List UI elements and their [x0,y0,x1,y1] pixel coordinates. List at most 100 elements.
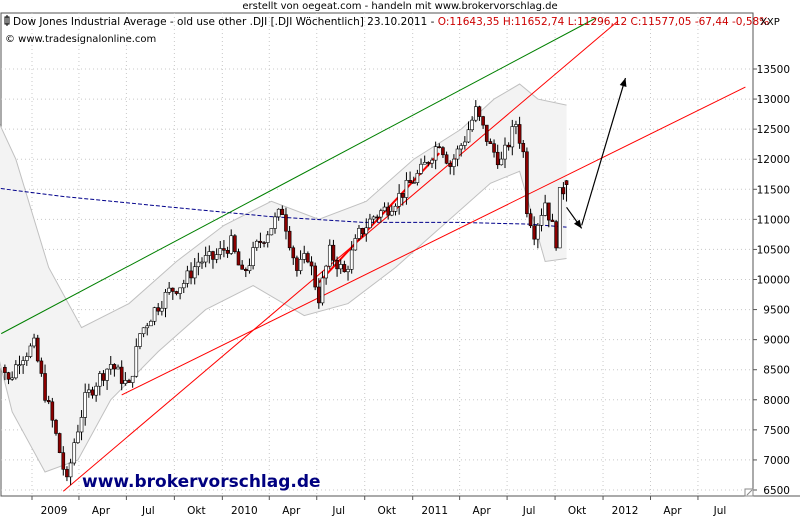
candle-body [123,380,128,384]
y-tick-label: 12500 [757,124,790,136]
candle-body [375,216,380,219]
candle-body [404,180,409,198]
candle-body [130,375,135,383]
candle-body [119,366,124,384]
candle-body [543,202,547,216]
candle-body [371,216,376,220]
candle-body [76,431,80,443]
legend-title: Dow Jones Industrial Average - old use o… [4,15,769,28]
candle-body [463,141,467,146]
candle-body [430,159,434,164]
candle-body [160,307,164,312]
candle-body [320,277,325,304]
y-axis-unit: XXP [760,17,780,28]
candle-body [229,235,234,254]
candle-body [547,202,551,221]
svg-text:Dow Jones Industrial Average -: Dow Jones Industrial Average - old use o… [13,16,769,28]
candle-body [240,264,244,270]
candle-body [550,219,555,222]
candle-body [441,147,445,156]
candle-body [525,151,529,215]
candle-body [503,144,507,160]
trendline-red [62,20,619,492]
arrow-head [619,78,627,87]
candle-body [386,206,390,216]
y-tick-label: 7000 [763,455,790,467]
candle-body [360,228,365,235]
candle-body [244,269,248,272]
candle-body [335,259,339,270]
y-tick-label: 10000 [757,275,790,287]
candle-body [214,254,219,260]
candle-body [419,163,423,174]
band-lower [0,170,567,473]
candle-body [262,242,266,244]
trendline-red [318,152,441,284]
candle-body [65,469,69,478]
candle-body [499,158,504,166]
chart-title: Dow Jones Industrial Average - old use o… [13,16,438,28]
candle-body [298,259,303,271]
candle-body [554,221,558,249]
candle-body [156,307,161,312]
candle-body [225,250,230,254]
candle-body [357,228,361,239]
candle-body [171,287,175,292]
candle-body [346,269,350,273]
candle-body [492,143,496,153]
candle-body [506,144,511,148]
resize-grip-icon[interactable] [744,488,754,497]
x-tick-label: Jul [522,505,536,517]
candle-body [21,360,25,366]
candle-body [236,251,241,266]
y-tick-label: 12000 [757,154,790,166]
candle-body [6,372,11,380]
candle-body [276,208,281,218]
band-upper [0,83,567,329]
x-tick-label: Okt [568,505,586,517]
candle-body [510,126,515,148]
candle-body [382,206,387,212]
candle-body [408,180,412,184]
x-tick-label: 2009 [41,505,68,517]
candle-body [400,193,405,198]
candle-body [459,145,463,150]
y-tick-label: 13000 [757,94,790,106]
candle-body [152,307,157,322]
ohlc-readout: O:11643,35 H:11652,74 L:11296,12 C:11577… [438,16,769,28]
y-tick-label: 6500 [763,485,790,497]
candle-body [415,173,420,183]
arrows [566,77,627,229]
candle-body [116,366,120,370]
candle-body [87,389,91,393]
candle-body [54,419,58,434]
candle-body [327,244,332,267]
candle-body [207,251,212,256]
y-tick-label: 13500 [757,64,790,76]
candle-body [251,247,255,266]
candle-body [265,234,270,243]
candle-body [141,327,146,335]
candle-body [94,385,98,396]
x-tick-label: Jul [141,505,155,517]
x-tick-label: Jul [713,505,727,517]
candle-body [68,462,73,478]
candle-body [3,366,7,373]
candle-body [397,193,401,207]
y-tick-label: 9000 [763,335,790,347]
x-tick-label: Apr [92,505,111,517]
candle-body [557,187,562,249]
x-tick-label: 2010 [231,505,258,517]
candle-body [444,154,449,164]
x-tick-label: Apr [663,505,682,517]
candle-body [112,364,117,370]
candle-body [331,244,336,261]
top-note: erstellt von oegeat.com - handeln mit ww… [242,1,558,12]
candle-body [211,251,215,260]
candle-body [178,287,182,294]
candle-body [28,345,33,357]
candle-body [564,180,569,185]
candle-body [466,129,471,143]
candle-body [452,158,456,167]
